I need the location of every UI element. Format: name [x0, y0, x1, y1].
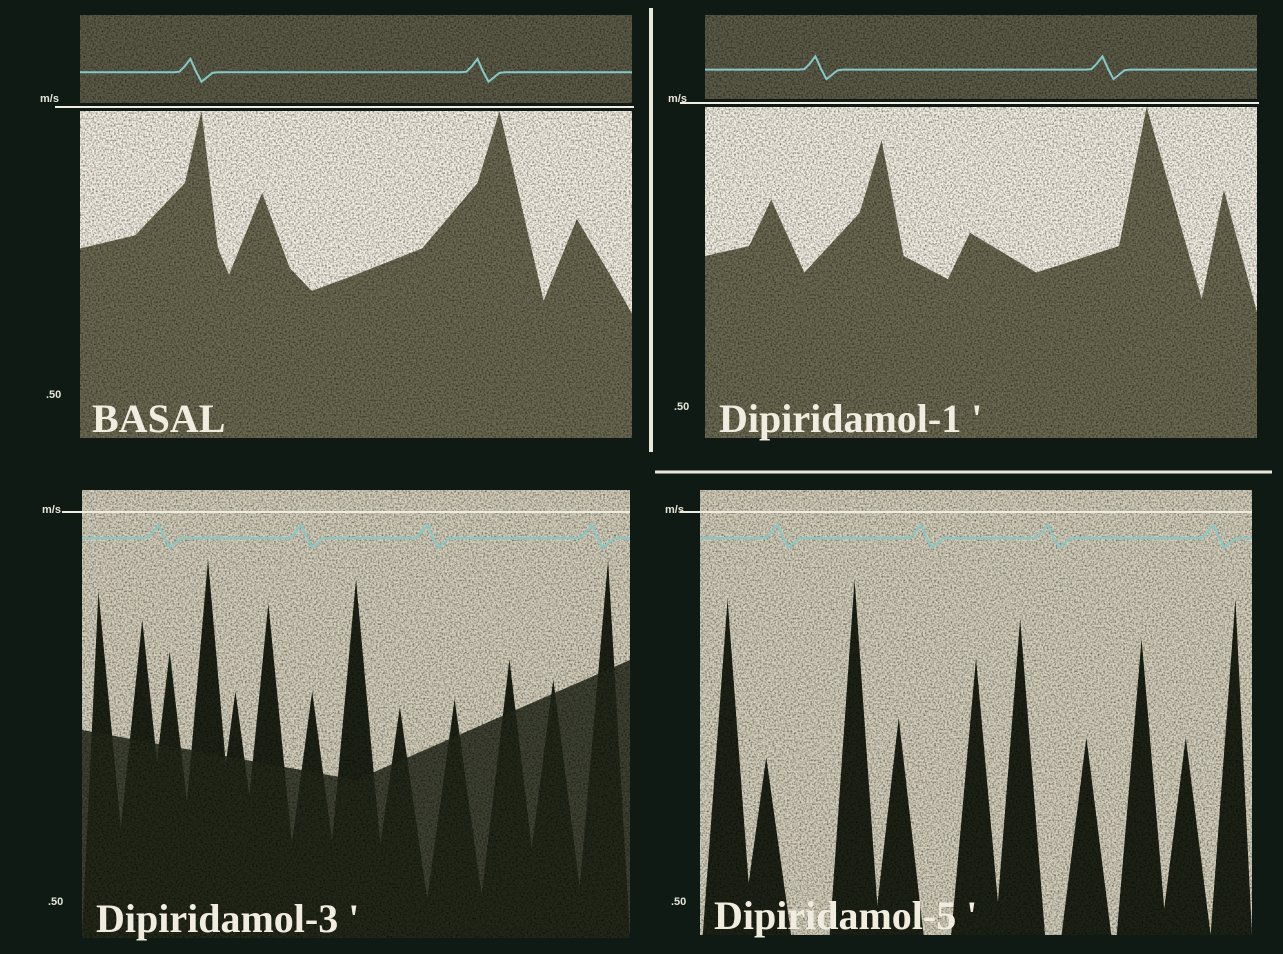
panel-label: Dipiridamol-3 ' — [96, 896, 359, 941]
panels: m/s .50 BASAL m/s .50 Dipiridamol-1 ' m/s .50 Di… — [40, 15, 1259, 941]
flow-envelope — [705, 107, 1257, 313]
scale-label: .50 — [671, 896, 686, 908]
unit-label: m/s — [668, 93, 687, 105]
flow-spike — [1116, 638, 1167, 935]
flow-spike — [873, 717, 924, 935]
ecg-strip — [80, 15, 632, 103]
unit-label: m/s — [40, 93, 59, 105]
scale-label: .50 — [46, 389, 61, 401]
ecg-trace — [80, 56, 632, 84]
doppler-panel: m/s .50 BASAL — [40, 15, 634, 441]
doppler-panel: m/s .50 Dipiridamol-5 ' — [665, 490, 1252, 938]
doppler-panel: m/s .50 Dipiridamol-3 ' — [42, 490, 630, 941]
ecg-trace — [82, 522, 630, 550]
unit-label: m/s — [42, 504, 61, 516]
doppler-panel: m/s .50 Dipiridamol-1 ' — [668, 15, 1259, 441]
flow-spike — [951, 658, 1001, 935]
flow-spike — [1210, 599, 1252, 935]
panel-label: Dipiridamol-1 ' — [719, 396, 982, 441]
ecg-strip — [705, 15, 1257, 99]
panel-label: Dipiridamol-5 ' — [714, 893, 977, 938]
flow-spike — [741, 757, 792, 935]
flow-spike — [829, 579, 880, 935]
flow-spike — [1061, 737, 1112, 935]
flow-envelope — [80, 111, 632, 314]
flow-dark — [82, 660, 630, 938]
scale-label: .50 — [48, 896, 63, 908]
flow-spike — [995, 619, 1045, 935]
ecg-trace — [700, 522, 1252, 550]
panel-label: BASAL — [92, 396, 225, 441]
flow-spike — [702, 599, 753, 935]
unit-label: m/s — [665, 504, 684, 516]
ecg-trace — [705, 54, 1257, 81]
scale-label: .50 — [674, 401, 689, 413]
flow-spike — [1160, 737, 1211, 935]
